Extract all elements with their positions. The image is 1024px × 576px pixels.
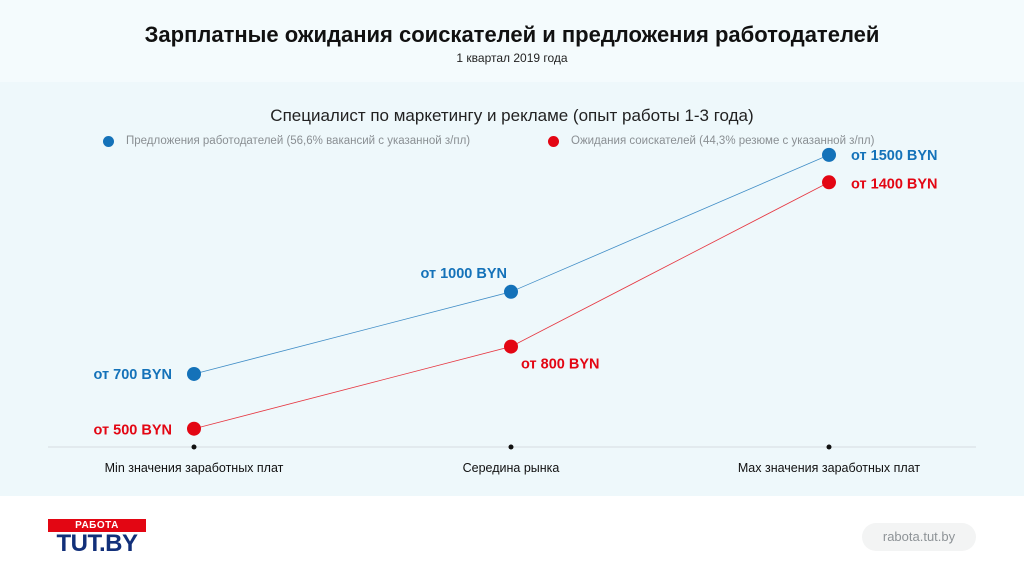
site-link[interactable]: rabota.tut.by (862, 523, 976, 551)
footer (0, 496, 1024, 576)
x-tick-2 (826, 444, 832, 450)
point-1-0 (187, 421, 201, 436)
data-label-0-0: от 700 BYN (94, 367, 172, 383)
point-0-1 (504, 284, 518, 299)
legend-item-applicants: Ожидания соискателей (44,3% резюме с ука… (548, 133, 874, 149)
data-label-1-1: от 800 BYN (521, 357, 599, 373)
x-tick-0 (191, 444, 197, 450)
page-subtitle: 1 квартал 2019 года (456, 51, 568, 65)
x-tick-label-0: Min значения заработных плат (105, 461, 284, 475)
point-0-0 (187, 366, 201, 381)
data-label-0-1: от 1000 BYN (420, 266, 507, 282)
header-band: Зарплатные ожидания соискателей и предло… (0, 0, 1024, 82)
data-label-1-0: от 500 BYN (94, 423, 172, 439)
logo-top-text: РАБОТА (48, 519, 146, 532)
page-title: Зарплатные ожидания соискателей и предло… (144, 22, 880, 47)
series-line-1 (193, 181, 830, 430)
point-0-2 (822, 147, 836, 162)
legend-marker-red (548, 135, 559, 147)
chart-title: Специалист по маркетингу и рекламе (опыт… (270, 106, 754, 125)
logo-bottom-text: TUT.BY (56, 530, 139, 557)
legend-label-employers: Предложения работодателей (56,6% ваканси… (126, 135, 471, 147)
point-1-1 (504, 339, 518, 354)
data-label-1-2: от 1400 BYN (851, 176, 938, 192)
rabota-tut-by-logo[interactable]: РАБОТА TUT.BY (48, 519, 146, 557)
x-tick-label-2: Max значения заработных плат (738, 461, 920, 475)
data-label-0-2: от 1500 BYN (851, 148, 938, 164)
x-tick-label-1: Середина рынка (463, 461, 560, 475)
legend-marker-blue (103, 135, 114, 147)
point-1-2 (822, 175, 836, 190)
legend-label-applicants: Ожидания соискателей (44,3% резюме с ука… (571, 135, 875, 147)
legend-item-employers: Предложения работодателей (56,6% ваканси… (103, 133, 470, 149)
x-tick-1 (508, 444, 514, 450)
